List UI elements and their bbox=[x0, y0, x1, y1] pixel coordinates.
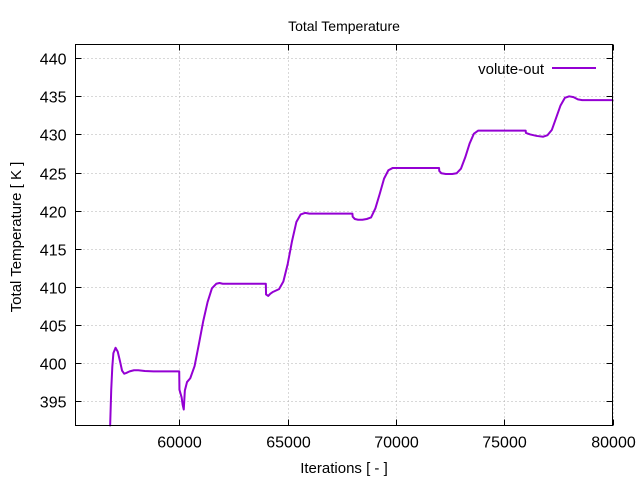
y-tick-label: 405 bbox=[40, 319, 67, 336]
axis-ticks bbox=[75, 44, 614, 426]
y-tick-label: 430 bbox=[40, 128, 67, 145]
x-tick-label: 80000 bbox=[591, 435, 636, 452]
y-tick-label: 440 bbox=[40, 52, 67, 69]
grid-lines bbox=[75, 44, 614, 426]
x-axis-label: Iterations [ - ] bbox=[300, 460, 388, 477]
series-line-volute-out bbox=[109, 95, 614, 427]
x-tick-label: 60000 bbox=[157, 435, 202, 452]
y-tick-label: 395 bbox=[40, 395, 67, 412]
y-tick-label: 425 bbox=[40, 167, 67, 184]
y-tick-label: 415 bbox=[40, 243, 67, 260]
tick-labels: 60000 65000 70000 75000 80000 395 400 405 410 415… bbox=[40, 52, 636, 452]
y-tick-label: 435 bbox=[40, 90, 67, 107]
x-tick-label: 75000 bbox=[482, 435, 527, 452]
x-tick-label: 70000 bbox=[374, 435, 419, 452]
y-tick-label: 420 bbox=[40, 205, 67, 222]
chart-title: Total Temperature bbox=[288, 18, 400, 34]
plot-frame bbox=[75, 44, 613, 426]
x-tick-label: 65000 bbox=[266, 435, 311, 452]
legend: volute-out bbox=[478, 61, 596, 78]
series-lines bbox=[109, 95, 614, 427]
y-axis-label: Total Temperature [ K ] bbox=[8, 162, 25, 313]
y-tick-label: 400 bbox=[40, 357, 67, 374]
legend-label-volute-out: volute-out bbox=[478, 61, 545, 78]
y-tick-label: 410 bbox=[40, 281, 67, 298]
